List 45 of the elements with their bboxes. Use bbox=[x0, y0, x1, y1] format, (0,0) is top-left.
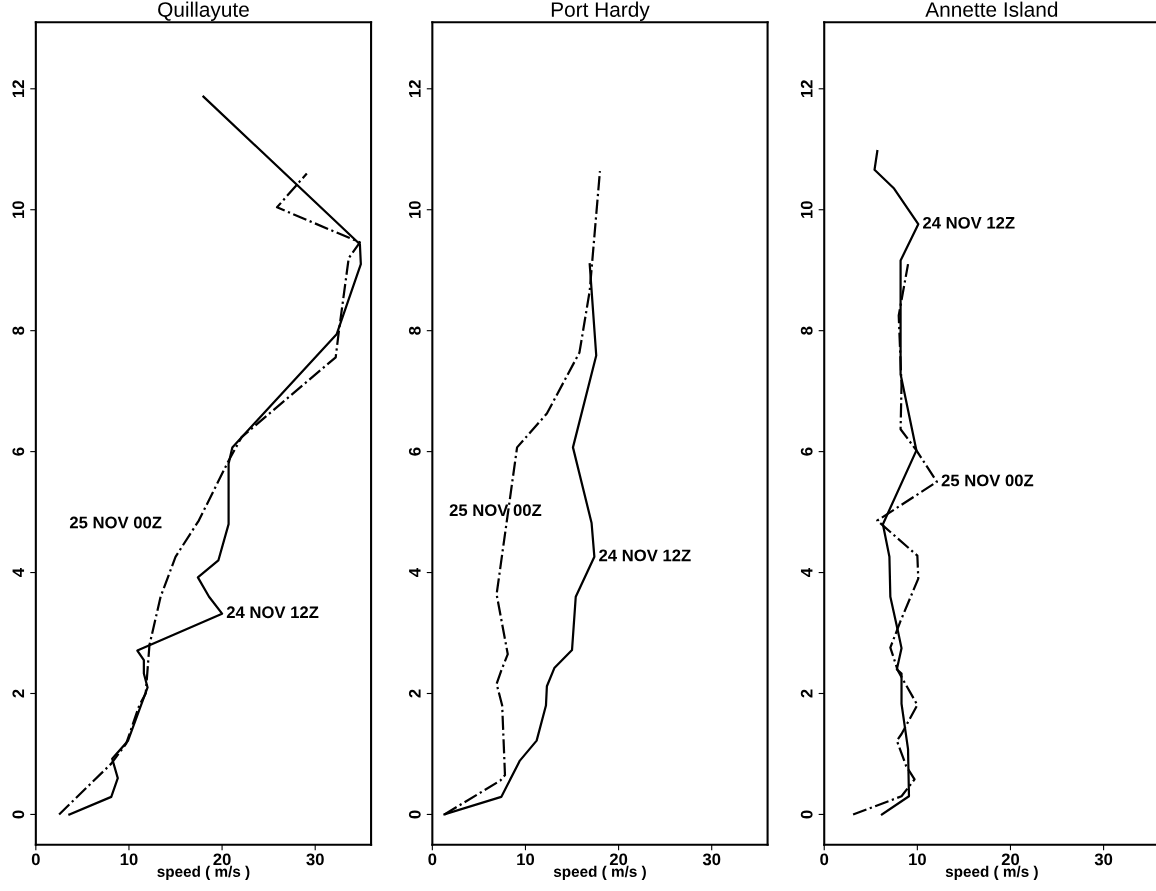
annotation: 24 NOV 12Z bbox=[599, 549, 691, 562]
annotation: 25 NOV 00Z bbox=[941, 474, 1034, 487]
x-axis-title: speed ( m/s ) bbox=[157, 865, 250, 880]
x-tick-label: 20 bbox=[213, 853, 231, 866]
y-tick-label: 8 bbox=[12, 326, 25, 335]
y-tick-label: 0 bbox=[408, 810, 421, 819]
annotation: 25 NOV 00Z bbox=[449, 504, 542, 517]
x-tick-label: 30 bbox=[1094, 853, 1113, 866]
annotation: 24 NOV 12Z bbox=[226, 606, 319, 619]
x-axis-title: speed ( m/s ) bbox=[945, 865, 1038, 880]
chart-title: Quillayute bbox=[158, 1, 249, 22]
y-tick-label: 12 bbox=[12, 80, 25, 98]
x-axis-title: speed ( m/s ) bbox=[553, 865, 646, 880]
y-tick-label: 8 bbox=[800, 326, 813, 335]
y-tick-label: 2 bbox=[408, 689, 421, 698]
x-tick-label: 10 bbox=[517, 853, 535, 866]
x-tick-label: 10 bbox=[120, 853, 138, 866]
y-tick-label: 4 bbox=[409, 568, 421, 577]
annotation: 25 NOV 00Z bbox=[69, 516, 162, 529]
y-tick-label: 2 bbox=[12, 689, 25, 698]
y-tick-label: 6 bbox=[12, 447, 25, 456]
x-tick-label: 20 bbox=[1001, 853, 1020, 866]
y-tick-label: 0 bbox=[12, 810, 25, 819]
x-tick-label: 0 bbox=[428, 853, 437, 866]
y-tick-label: 12 bbox=[408, 80, 421, 98]
y-tick-label: 6 bbox=[800, 447, 813, 456]
x-tick-label: 30 bbox=[306, 853, 324, 866]
x-tick-label: 20 bbox=[609, 853, 628, 866]
x-tick-label: 0 bbox=[31, 853, 40, 866]
y-tick-label: 4 bbox=[800, 568, 813, 577]
y-tick-label: 10 bbox=[408, 201, 421, 218]
y-tick-label: 4 bbox=[12, 568, 25, 577]
chart-title: Port Hardy bbox=[551, 1, 650, 22]
y-tick-label: 8 bbox=[408, 326, 421, 335]
chart-title: Annette Island bbox=[925, 1, 1058, 17]
y-tick-label: 10 bbox=[12, 201, 25, 218]
y-tick-label: 6 bbox=[408, 447, 421, 456]
y-tick-label: 12 bbox=[800, 80, 813, 98]
x-tick-label: 10 bbox=[909, 853, 926, 866]
annotation: 24 NOV 12Z bbox=[923, 216, 1015, 229]
y-tick-label: 10 bbox=[800, 201, 813, 218]
y-tick-label: 0 bbox=[800, 810, 813, 819]
x-tick-label: 30 bbox=[702, 853, 721, 866]
x-tick-label: 0 bbox=[820, 853, 829, 866]
y-tick-label: 2 bbox=[800, 689, 813, 698]
